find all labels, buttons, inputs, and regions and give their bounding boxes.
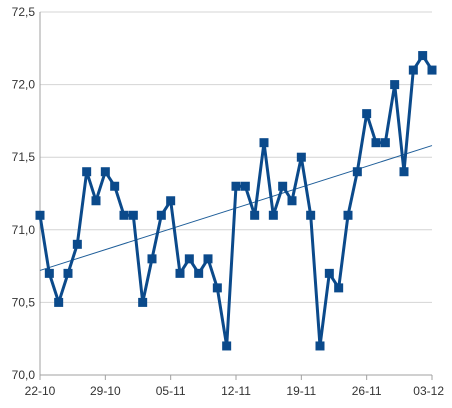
data-point	[390, 80, 400, 90]
data-point	[35, 210, 45, 220]
data-point	[287, 196, 297, 206]
data-point	[72, 239, 82, 249]
y-tick-label: 72,0	[12, 78, 36, 92]
axes	[39, 12, 433, 380]
y-tick-label: 71,0	[12, 223, 36, 237]
data-point	[203, 254, 213, 264]
x-tick-label: 12-11	[221, 384, 251, 398]
data-point	[100, 167, 110, 177]
x-tick-label: 26-11	[352, 384, 382, 398]
data-point	[54, 297, 64, 307]
data-point	[324, 268, 334, 278]
data-point	[371, 138, 381, 148]
data-point	[147, 254, 157, 264]
data-point	[362, 109, 372, 119]
y-tick-label: 71,5	[12, 150, 36, 164]
data-point	[82, 167, 92, 177]
y-tick-label: 70,5	[12, 295, 36, 309]
data-point	[63, 268, 73, 278]
x-tick-labels: 22-10 29-10 05-11 12-11 19-11 26-11 03-12	[25, 384, 445, 398]
x-tick-label: 29-10	[90, 384, 121, 398]
data-point	[278, 181, 288, 191]
data-point	[343, 210, 353, 220]
y-tick-label: 70,0	[12, 368, 36, 382]
data-point	[128, 210, 138, 220]
data-point	[427, 65, 437, 75]
data-point	[334, 283, 344, 293]
data-point	[194, 268, 204, 278]
data-point	[296, 152, 306, 162]
data-point	[259, 138, 269, 148]
y-tick-labels: 70,0 70,5 71,0 71,5 72,0 72,5	[12, 5, 36, 382]
data-point	[110, 181, 120, 191]
y-tick-label: 72,5	[12, 5, 36, 19]
x-tick-label: 19-11	[286, 384, 316, 398]
data-point	[250, 210, 260, 220]
x-tick-label: 03-12	[413, 384, 444, 398]
data-point	[156, 210, 166, 220]
x-tick-label: 22-10	[25, 384, 56, 398]
data-point	[44, 268, 54, 278]
data-point	[352, 167, 362, 177]
data-point	[184, 254, 194, 264]
data-point	[119, 210, 129, 220]
data-point	[138, 297, 148, 307]
data-point	[231, 181, 241, 191]
data-point	[399, 167, 409, 177]
data-point	[212, 283, 222, 293]
data-point	[306, 210, 316, 220]
data-point	[315, 341, 325, 351]
data-point	[408, 65, 418, 75]
data-point	[91, 196, 101, 206]
data-point	[175, 268, 185, 278]
data-point	[166, 196, 176, 206]
series-layer	[35, 51, 437, 351]
data-point	[380, 138, 390, 148]
data-point	[240, 181, 250, 191]
x-tick-label: 05-11	[156, 384, 186, 398]
data-point	[418, 51, 428, 61]
data-point	[222, 341, 232, 351]
data-point	[268, 210, 278, 220]
